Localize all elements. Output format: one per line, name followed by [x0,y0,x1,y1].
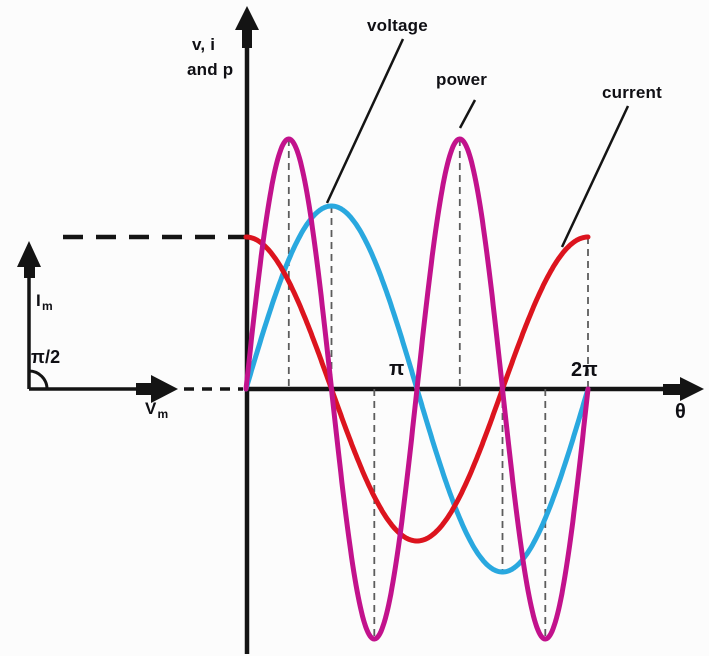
tick-label-2pi: 2π [571,359,598,381]
phasor-im-arrow-up-icon [17,241,41,278]
right-angle-arc [28,369,49,390]
phasor-angle-label: π/2 [31,347,61,367]
phasor-vm-label: Vm [145,399,169,421]
power-label: power [436,70,488,89]
y-axis-label-line2: and p [187,60,234,79]
current-label: current [602,83,662,102]
y-axis-arrow-up-icon [235,6,259,48]
power-pointer-line [458,99,477,129]
phasor-im-label: Im [36,291,53,313]
curve-power [243,136,591,642]
x-axis-arrow-right-icon [663,377,704,401]
y-axis-label-line1: v, i [192,35,216,54]
x-axis-label-theta: θ [675,401,687,423]
voltage-label: voltage [367,16,428,35]
tick-label-pi: π [389,358,405,380]
voltage-pointer-line [325,38,405,204]
phasor-vm-arrow-right-icon [136,375,178,403]
current-pointer-line [560,105,630,248]
curve-current [243,234,591,544]
